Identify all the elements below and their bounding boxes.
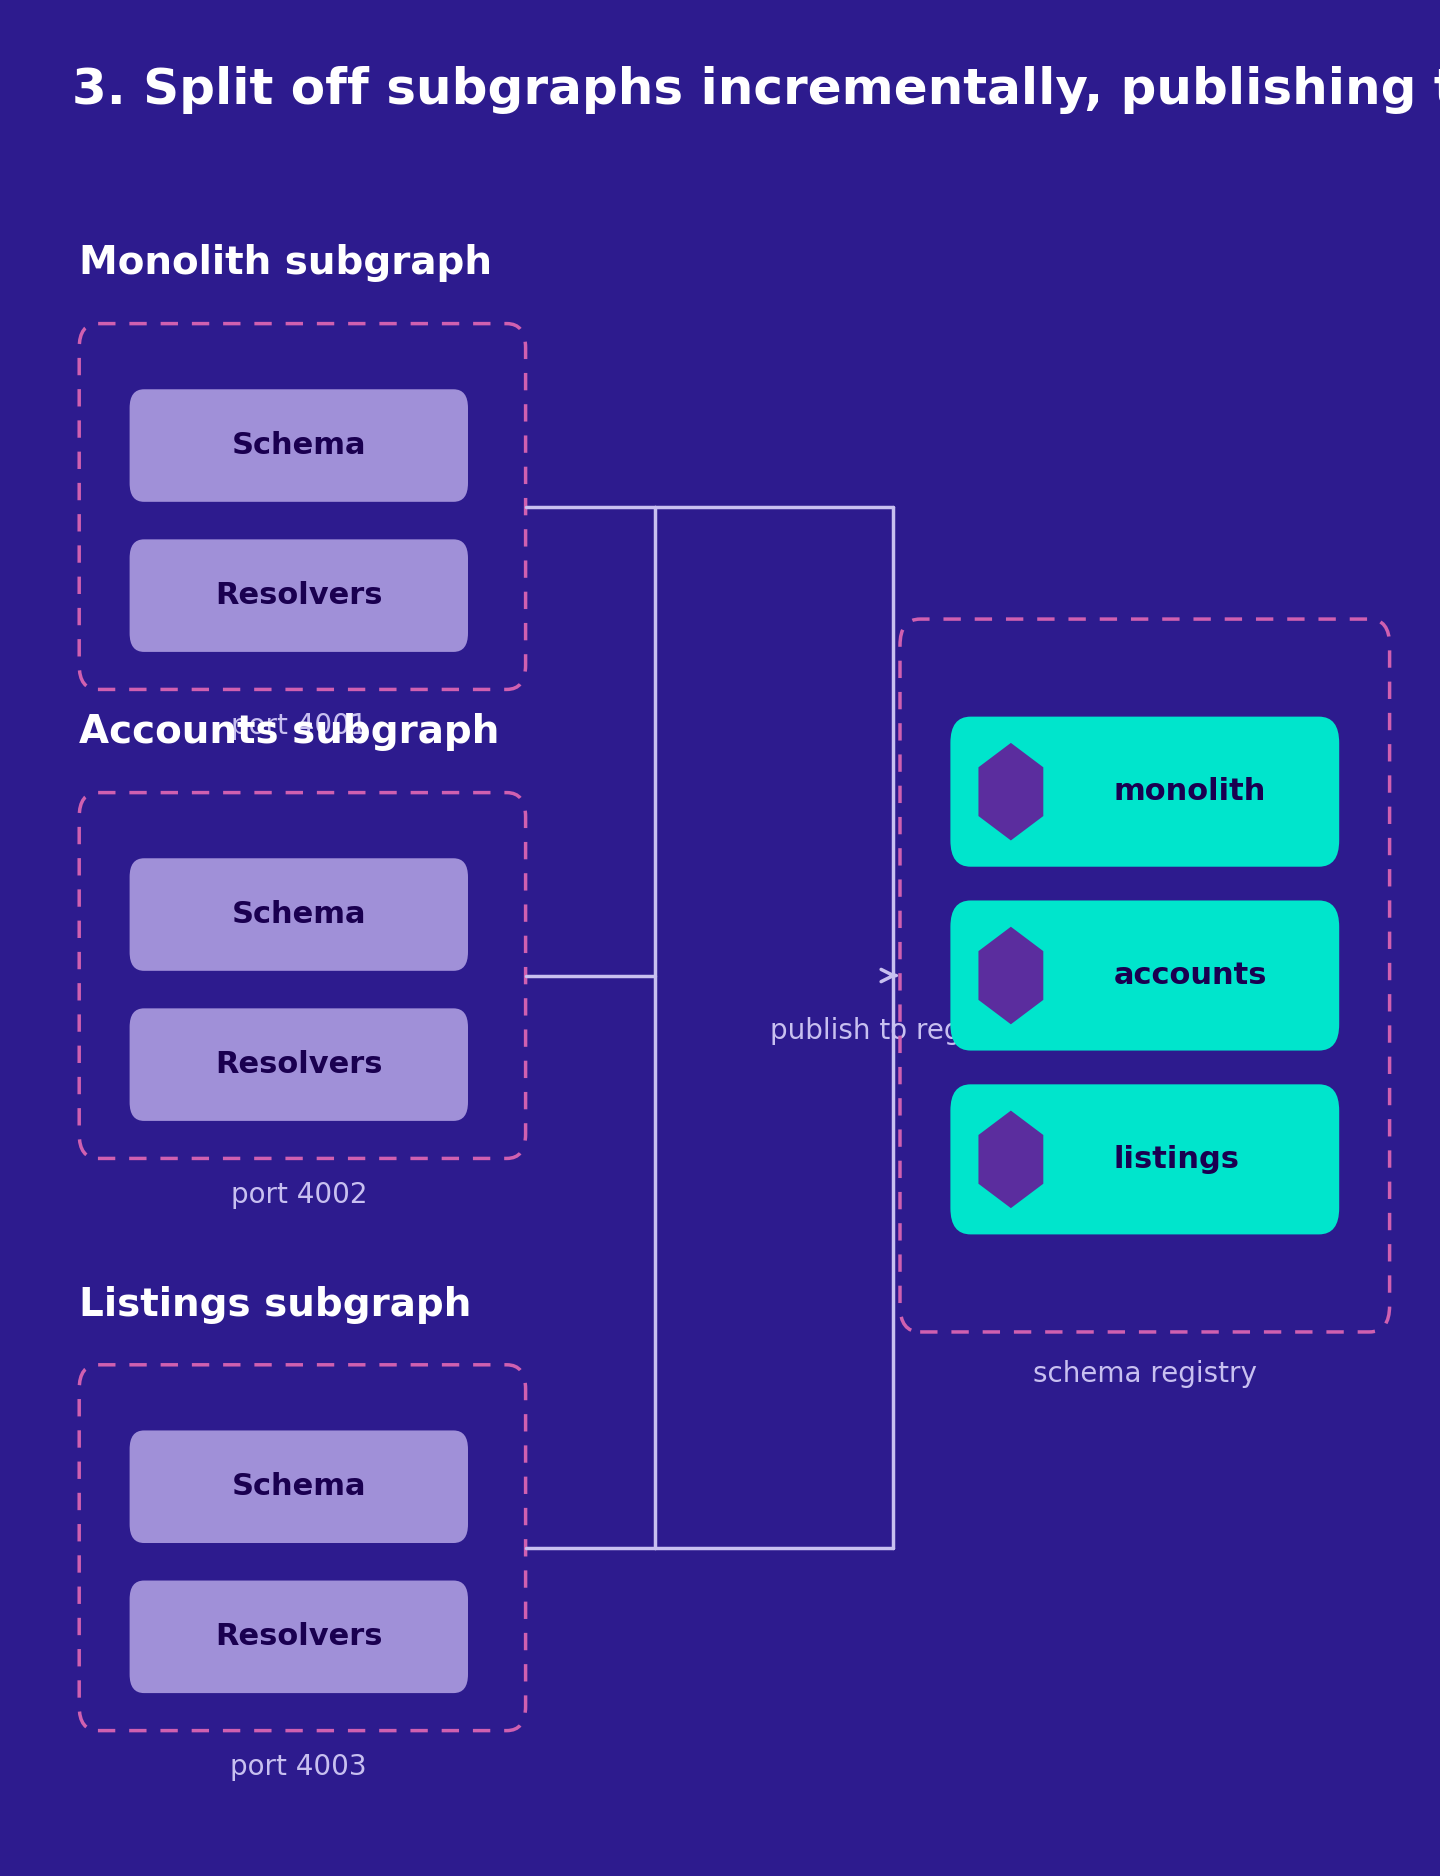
FancyBboxPatch shape [130, 540, 468, 653]
Text: port 4001: port 4001 [230, 713, 367, 739]
Text: Schema: Schema [232, 900, 366, 929]
FancyBboxPatch shape [130, 1431, 468, 1542]
Text: Listings subgraph: Listings subgraph [79, 1285, 471, 1324]
Text: Resolvers: Resolvers [215, 1051, 383, 1079]
FancyBboxPatch shape [130, 1009, 468, 1122]
Polygon shape [978, 927, 1044, 1024]
FancyBboxPatch shape [130, 859, 468, 972]
Text: Schema: Schema [232, 1473, 366, 1501]
Text: port 4002: port 4002 [230, 1182, 367, 1208]
Text: Schema: Schema [232, 431, 366, 460]
FancyBboxPatch shape [130, 390, 468, 503]
FancyBboxPatch shape [950, 1084, 1339, 1234]
Text: port 4003: port 4003 [230, 1752, 367, 1780]
Text: schema registry: schema registry [1032, 1360, 1257, 1388]
FancyBboxPatch shape [950, 717, 1339, 867]
FancyBboxPatch shape [950, 900, 1339, 1051]
Text: publish to registry: publish to registry [770, 1017, 1022, 1045]
Text: 3. Split off subgraphs incrementally, publishing to registry: 3. Split off subgraphs incrementally, pu… [72, 66, 1440, 114]
Text: Monolith subgraph: Monolith subgraph [79, 244, 492, 283]
FancyBboxPatch shape [130, 1580, 468, 1694]
Text: Accounts subgraph: Accounts subgraph [79, 713, 500, 752]
Polygon shape [978, 1111, 1044, 1208]
Text: accounts: accounts [1113, 961, 1267, 991]
Text: monolith: monolith [1113, 777, 1266, 807]
Text: listings: listings [1113, 1144, 1240, 1174]
Polygon shape [978, 743, 1044, 840]
Text: Resolvers: Resolvers [215, 582, 383, 610]
Text: Resolvers: Resolvers [215, 1623, 383, 1651]
